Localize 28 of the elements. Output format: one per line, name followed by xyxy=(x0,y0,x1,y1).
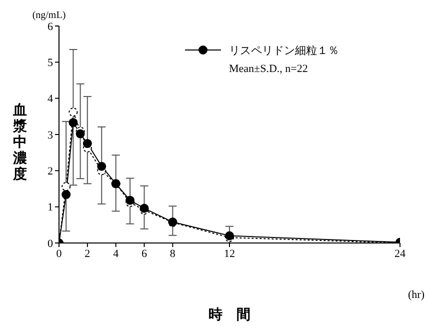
y-tick-label: 2 xyxy=(48,166,53,178)
x-tick-label: 12 xyxy=(224,248,235,260)
y-tick-label: 3 xyxy=(48,129,54,142)
x-tick-label: 4 xyxy=(113,248,120,260)
y-tick-label: 4 xyxy=(48,93,54,106)
point xyxy=(82,139,92,148)
point xyxy=(97,162,106,171)
text: (ng/mL) xyxy=(32,10,66,21)
y-axis-title: 血漿中濃度 xyxy=(12,102,27,182)
x-tick-label: 2 xyxy=(84,248,90,260)
point xyxy=(126,196,135,205)
legend-label: リスペリドン細粒１％ xyxy=(229,45,339,57)
x-tick-label: 0 xyxy=(56,248,62,260)
x-tick-label: 6 xyxy=(142,248,148,260)
y-tick-label: 1 xyxy=(48,202,53,214)
point xyxy=(68,118,78,128)
x-axis-title: 時 間 xyxy=(208,307,250,323)
annotation: Mean±S.D., n=22 xyxy=(229,63,308,75)
text: (hr) xyxy=(408,289,425,301)
x-tick-label: 24 xyxy=(394,248,406,260)
point xyxy=(68,108,78,117)
y-tick-label: 5 xyxy=(48,57,54,70)
y-tick-label: 6 xyxy=(48,20,54,33)
point xyxy=(76,129,85,138)
point xyxy=(62,190,71,200)
x-tick-label: 8 xyxy=(170,248,176,260)
point xyxy=(62,182,71,192)
y-tick-label: 0 xyxy=(48,238,54,250)
